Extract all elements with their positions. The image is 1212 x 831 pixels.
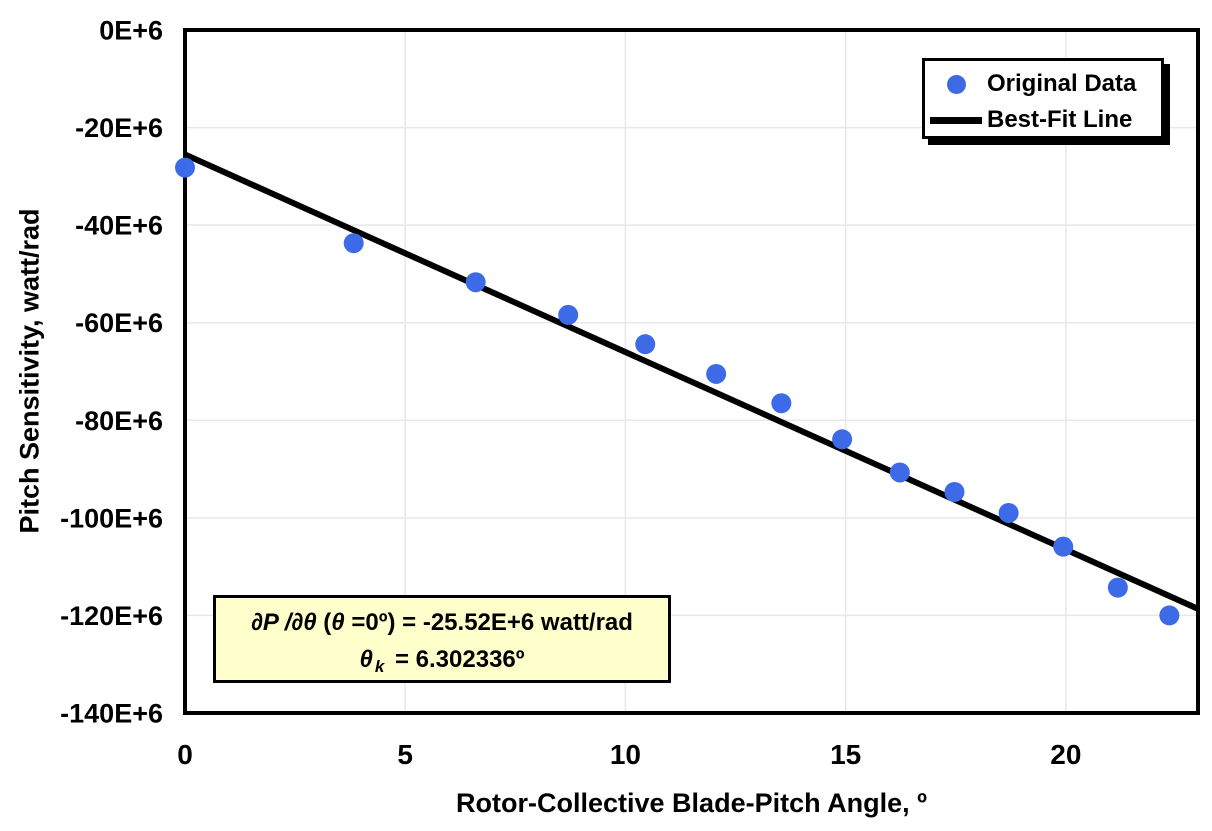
x-tick-label: 0 <box>177 739 193 770</box>
annotation-text: =0º) = -25.52E+6 watt/rad <box>351 609 633 636</box>
legend: Original Data Best-Fit Line <box>922 58 1164 139</box>
legend-item-original-data: Original Data <box>925 66 1161 102</box>
y-tick-label: -140E+6 <box>60 699 163 729</box>
data-point <box>1053 536 1074 557</box>
y-tick-label: -80E+6 <box>75 406 163 436</box>
annotation-symbols: ∂P /∂θ <box>251 609 324 636</box>
y-tick-label: -60E+6 <box>75 308 163 338</box>
data-point <box>343 233 364 254</box>
annotation-symbols: θ <box>331 609 352 636</box>
y-axis-title: Pitch Sensitivity, watt/rad <box>14 208 45 534</box>
data-point <box>706 363 727 384</box>
annotation-text: ( <box>323 609 332 636</box>
annotation-theta: θ <box>359 646 373 673</box>
legend-item-best-fit-line: Best-Fit Line <box>925 102 1161 138</box>
data-point <box>771 393 792 414</box>
y-tick-label: 0E+6 <box>99 16 163 46</box>
data-point <box>1159 605 1180 626</box>
y-tick-label: -100E+6 <box>60 503 163 533</box>
data-point <box>944 482 965 503</box>
annotation-line-1: ∂P /∂θ (θ =0º) = -25.52E+6 watt/rad <box>216 604 668 641</box>
x-axis-title: Rotor-Collective Blade-Pitch Angle, º <box>456 788 927 818</box>
legend-marker-cell <box>925 74 987 94</box>
data-point <box>832 429 853 450</box>
scatter-dot-icon <box>946 74 966 94</box>
legend-marker-cell <box>925 116 987 124</box>
data-point <box>558 304 579 325</box>
annotation-subscript-k: k <box>374 657 385 676</box>
data-point <box>998 502 1019 523</box>
y-tick-label: -20E+6 <box>75 113 163 143</box>
x-tick-label: 10 <box>610 739 641 770</box>
x-tick-label: 5 <box>397 739 413 770</box>
data-point <box>635 334 656 355</box>
legend-label-original-data: Original Data <box>987 70 1137 97</box>
x-tick-label: 20 <box>1050 739 1081 770</box>
y-tick-label: -40E+6 <box>75 211 163 241</box>
data-point <box>889 462 910 483</box>
data-point <box>175 157 195 178</box>
legend-label-best-fit-line: Best-Fit Line <box>987 106 1133 133</box>
data-point <box>465 272 486 293</box>
data-point <box>1107 577 1128 598</box>
line-sample-icon <box>930 116 982 124</box>
y-tick-label: -120E+6 <box>60 601 163 631</box>
x-tick-label: 15 <box>830 739 861 770</box>
plot-frame <box>183 28 1200 715</box>
annotation-text: = 6.302336º <box>388 646 525 673</box>
best-fit-line <box>183 151 1200 612</box>
